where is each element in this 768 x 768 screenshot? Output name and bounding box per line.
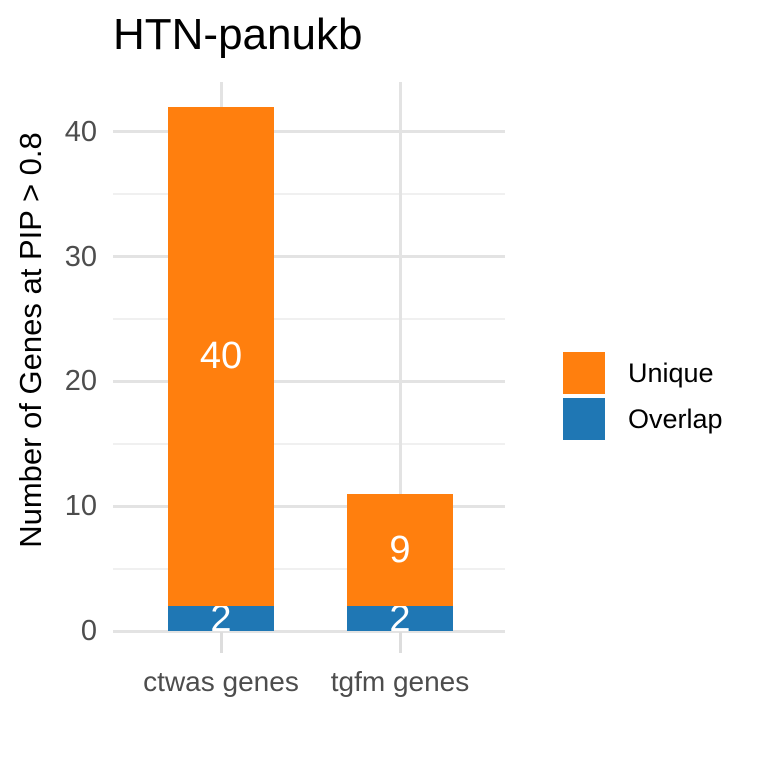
y-tick-label: 30: [64, 240, 97, 273]
gridline-major: [113, 629, 505, 633]
gridline-minor: [113, 193, 505, 196]
chart-title: HTN-panukb: [113, 10, 363, 59]
bar-value-label: 40: [199, 335, 243, 378]
gridline-major: [113, 255, 505, 259]
x-tick-mark: [219, 632, 223, 653]
legend-item-unique: Unique: [563, 352, 723, 394]
bar-value-label: 2: [389, 597, 411, 640]
gridline-minor: [113, 567, 505, 570]
y-tick-label: 0: [80, 615, 97, 647]
bar-value-label: 2: [210, 597, 232, 640]
legend: Unique Overlap: [563, 352, 723, 444]
x-tick-mark: [398, 632, 402, 653]
y-tick-label: 40: [64, 115, 97, 148]
legend-label-overlap: Overlap: [628, 403, 723, 434]
gridline-major: [113, 504, 505, 508]
y-tick-label: 10: [64, 490, 97, 523]
bar-segment-overlap: 2: [347, 600, 453, 638]
bar-value-label: 9: [389, 528, 411, 571]
y-tick-label: 20: [64, 365, 97, 398]
legend-swatch-overlap-icon: [563, 398, 605, 440]
legend-swatch-unique-icon: [563, 352, 605, 394]
bar-segment-overlap: 2: [168, 600, 274, 638]
x-tick-label: tgfm genes: [330, 666, 470, 697]
gridline-vertical: [398, 82, 402, 631]
legend-item-overlap: Overlap: [563, 398, 723, 440]
gridline-major: [113, 379, 505, 383]
bar-segment-unique: 40: [168, 106, 274, 607]
gridline-minor: [113, 442, 505, 445]
gridline-major: [113, 130, 505, 134]
bar-segment-unique: 9: [347, 493, 453, 607]
gridline-minor: [113, 318, 505, 321]
legend-label-unique: Unique: [628, 357, 714, 388]
y-axis-title: Number of Genes at PIP > 0.8: [13, 132, 48, 548]
x-tick-label: ctwas genes: [143, 666, 299, 697]
